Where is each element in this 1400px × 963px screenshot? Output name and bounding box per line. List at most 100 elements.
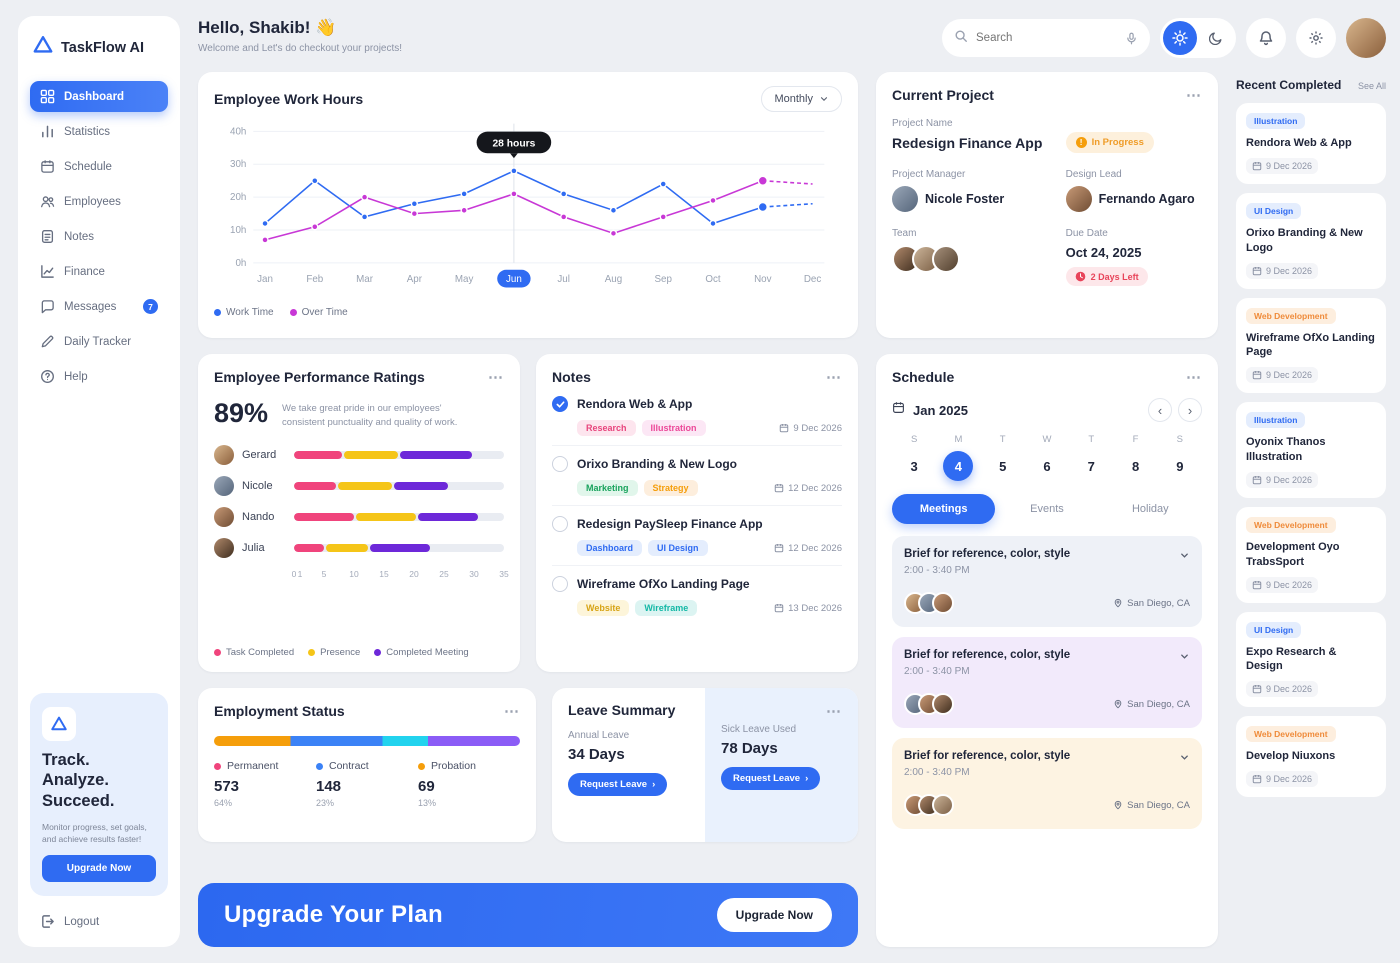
more-options-button[interactable]: ⋯ bbox=[826, 369, 842, 386]
performance-headline: 89% bbox=[214, 398, 269, 428]
meeting-card[interactable]: Brief for reference, color, style 2:00 -… bbox=[892, 637, 1202, 728]
sidebar-item-notes[interactable]: Notes bbox=[30, 221, 168, 252]
meeting-card[interactable]: Brief for reference, color, style 2:00 -… bbox=[892, 738, 1202, 829]
dark-mode-button[interactable] bbox=[1199, 21, 1233, 55]
logout-button[interactable]: Logout bbox=[30, 896, 168, 931]
recent-completed-item[interactable]: UI Design Expo Research & Design 9 Dec 2… bbox=[1236, 611, 1386, 708]
settings-button[interactable] bbox=[1296, 18, 1336, 58]
expand-meeting-button[interactable] bbox=[1179, 750, 1190, 778]
microphone-icon bbox=[1127, 32, 1136, 44]
avatar bbox=[1065, 186, 1092, 212]
messages-icon bbox=[41, 300, 54, 314]
warning-icon: ! bbox=[1075, 137, 1087, 148]
note-tag: Strategy bbox=[643, 480, 698, 496]
more-options-button[interactable]: ⋯ bbox=[504, 703, 520, 720]
upgrade-now-button[interactable]: Upgrade Now bbox=[716, 898, 832, 932]
sidebar-item-finance[interactable]: Finance bbox=[30, 256, 168, 287]
month-label: Jan 2025 bbox=[913, 402, 968, 418]
previous-month-button[interactable]: ‹ bbox=[1148, 398, 1172, 422]
calendar-date[interactable]: 9 bbox=[1176, 458, 1184, 474]
note-title: Redesign PaySleep Finance App bbox=[577, 517, 763, 531]
employment-label: Contract bbox=[329, 760, 369, 772]
field-label: Project Manager bbox=[892, 169, 966, 180]
recent-completed-item[interactable]: Illustration Rendora Web & App 9 Dec 202… bbox=[1236, 103, 1386, 184]
calendar-date[interactable]: 7 bbox=[1087, 458, 1095, 474]
note-title: Wireframe OfXo Landing Page bbox=[577, 577, 750, 591]
notes-icon bbox=[41, 230, 54, 243]
sidebar-item-messages[interactable]: Messages 7 bbox=[30, 291, 168, 322]
employment-value: 573 bbox=[214, 778, 240, 795]
more-options-button[interactable]: ⋯ bbox=[488, 369, 504, 386]
employee-name: Nicole bbox=[242, 479, 273, 492]
legend-dot-icon bbox=[214, 762, 221, 770]
performance-bar bbox=[294, 450, 504, 459]
next-month-button[interactable]: › bbox=[1178, 398, 1202, 422]
recent-completed-item[interactable]: UI Design Orixo Branding & New Logo 9 De… bbox=[1236, 192, 1386, 289]
more-options-button[interactable]: ⋯ bbox=[1186, 369, 1202, 386]
chevron-down-icon bbox=[1181, 755, 1188, 760]
note-checkbox[interactable] bbox=[552, 456, 568, 472]
calendar-date[interactable]: 3 bbox=[910, 458, 918, 474]
calendar-icon bbox=[1252, 580, 1262, 589]
light-mode-button[interactable] bbox=[1163, 21, 1197, 55]
user-avatar[interactable] bbox=[1346, 18, 1386, 58]
recent-completed-item[interactable]: Web Development Develop Niuxons 9 Dec 20… bbox=[1236, 716, 1386, 798]
expand-meeting-button[interactable] bbox=[1179, 649, 1190, 677]
card-title: Leave Summary bbox=[568, 702, 676, 718]
dashboard-icon bbox=[40, 89, 55, 104]
expand-meeting-button[interactable] bbox=[1179, 548, 1190, 576]
note-title: Orixo Branding & New Logo bbox=[577, 457, 738, 471]
note-checkbox[interactable] bbox=[552, 396, 568, 412]
sidebar-item-statistics[interactable]: Statistics bbox=[30, 116, 168, 147]
calendar-date[interactable]: 6 bbox=[1043, 458, 1051, 474]
sidebar-item-dashboard[interactable]: Dashboard bbox=[30, 81, 168, 112]
performance-card: Employee Performance Ratings ⋯ 89% We ta… bbox=[198, 354, 520, 672]
tab-meetings[interactable]: Meetings bbox=[892, 494, 996, 524]
period-select[interactable]: Monthly bbox=[761, 86, 842, 112]
calendar-date[interactable]: 4 bbox=[943, 451, 974, 481]
note-checkbox[interactable] bbox=[552, 516, 568, 532]
item-date: 9 Dec 2026 bbox=[1246, 157, 1319, 174]
sidebar-item-daily-tracker[interactable]: Daily Tracker bbox=[30, 326, 168, 357]
voice-search-button[interactable] bbox=[1125, 32, 1138, 45]
recent-completed-item[interactable]: Web Development Development Oyo TrabsSpo… bbox=[1236, 506, 1386, 603]
request-leave-button[interactable]: Request Leave › bbox=[721, 767, 821, 790]
recent-completed-item[interactable]: Web Development Wireframe OfXo Landing P… bbox=[1236, 297, 1386, 394]
calendar-icon bbox=[1252, 775, 1262, 784]
project-name: Redesign Finance App bbox=[892, 135, 1043, 151]
more-options-button[interactable]: ⋯ bbox=[826, 703, 842, 720]
note-item: Orixo Branding & New Logo Marketing Strat… bbox=[552, 446, 842, 506]
calendar-date[interactable]: 8 bbox=[1131, 458, 1140, 474]
request-leave-button[interactable]: Request Leave › bbox=[568, 773, 668, 796]
work-hours-line-chart: 0h 10h 20h 30h 40h Jan Feb Mar Apr May Jun Jul Aug Se… bbox=[230, 123, 825, 288]
note-tag: Marketing bbox=[577, 480, 638, 496]
sidebar-item-help[interactable]: Help bbox=[30, 361, 168, 392]
avatar bbox=[892, 186, 918, 212]
notifications-button[interactable] bbox=[1246, 18, 1286, 58]
recent-completed-item[interactable]: Illustration Oyonix Thanos Illustration … bbox=[1236, 402, 1386, 498]
location-pin-icon bbox=[1114, 699, 1122, 709]
more-options-button[interactable]: ⋯ bbox=[1186, 87, 1202, 104]
calendar-date[interactable]: 5 bbox=[999, 458, 1007, 474]
note-checkbox[interactable] bbox=[552, 576, 568, 592]
performance-bar bbox=[294, 481, 504, 490]
day-header: W bbox=[1042, 434, 1052, 445]
item-date: 9 Dec 2026 bbox=[1246, 471, 1319, 488]
performance-bar-segment bbox=[344, 450, 398, 459]
sidebar-item-employees[interactable]: Employees bbox=[30, 186, 168, 217]
tab-holiday[interactable]: Holiday bbox=[1099, 494, 1202, 524]
note-date: 12 Dec 2026 bbox=[774, 483, 842, 494]
sidebar-item-label: Messages bbox=[64, 300, 117, 313]
upgrade-now-button[interactable]: Upgrade Now bbox=[42, 855, 156, 882]
meeting-time: 2:00 - 3:40 PM bbox=[904, 565, 970, 576]
meeting-card[interactable]: Brief for reference, color, style 2:00 -… bbox=[892, 536, 1202, 627]
category-tag: Illustration bbox=[1246, 412, 1306, 429]
search-input[interactable] bbox=[976, 32, 1117, 44]
sidebar-item-schedule[interactable]: Schedule bbox=[30, 151, 168, 182]
performance-bar-segment bbox=[294, 512, 354, 521]
see-all-link[interactable]: See All bbox=[1357, 81, 1386, 91]
svg-text:Jul: Jul bbox=[557, 274, 570, 285]
clock-icon bbox=[1075, 271, 1085, 282]
tab-events[interactable]: Events bbox=[995, 494, 1098, 524]
day-header: F bbox=[1132, 434, 1139, 445]
